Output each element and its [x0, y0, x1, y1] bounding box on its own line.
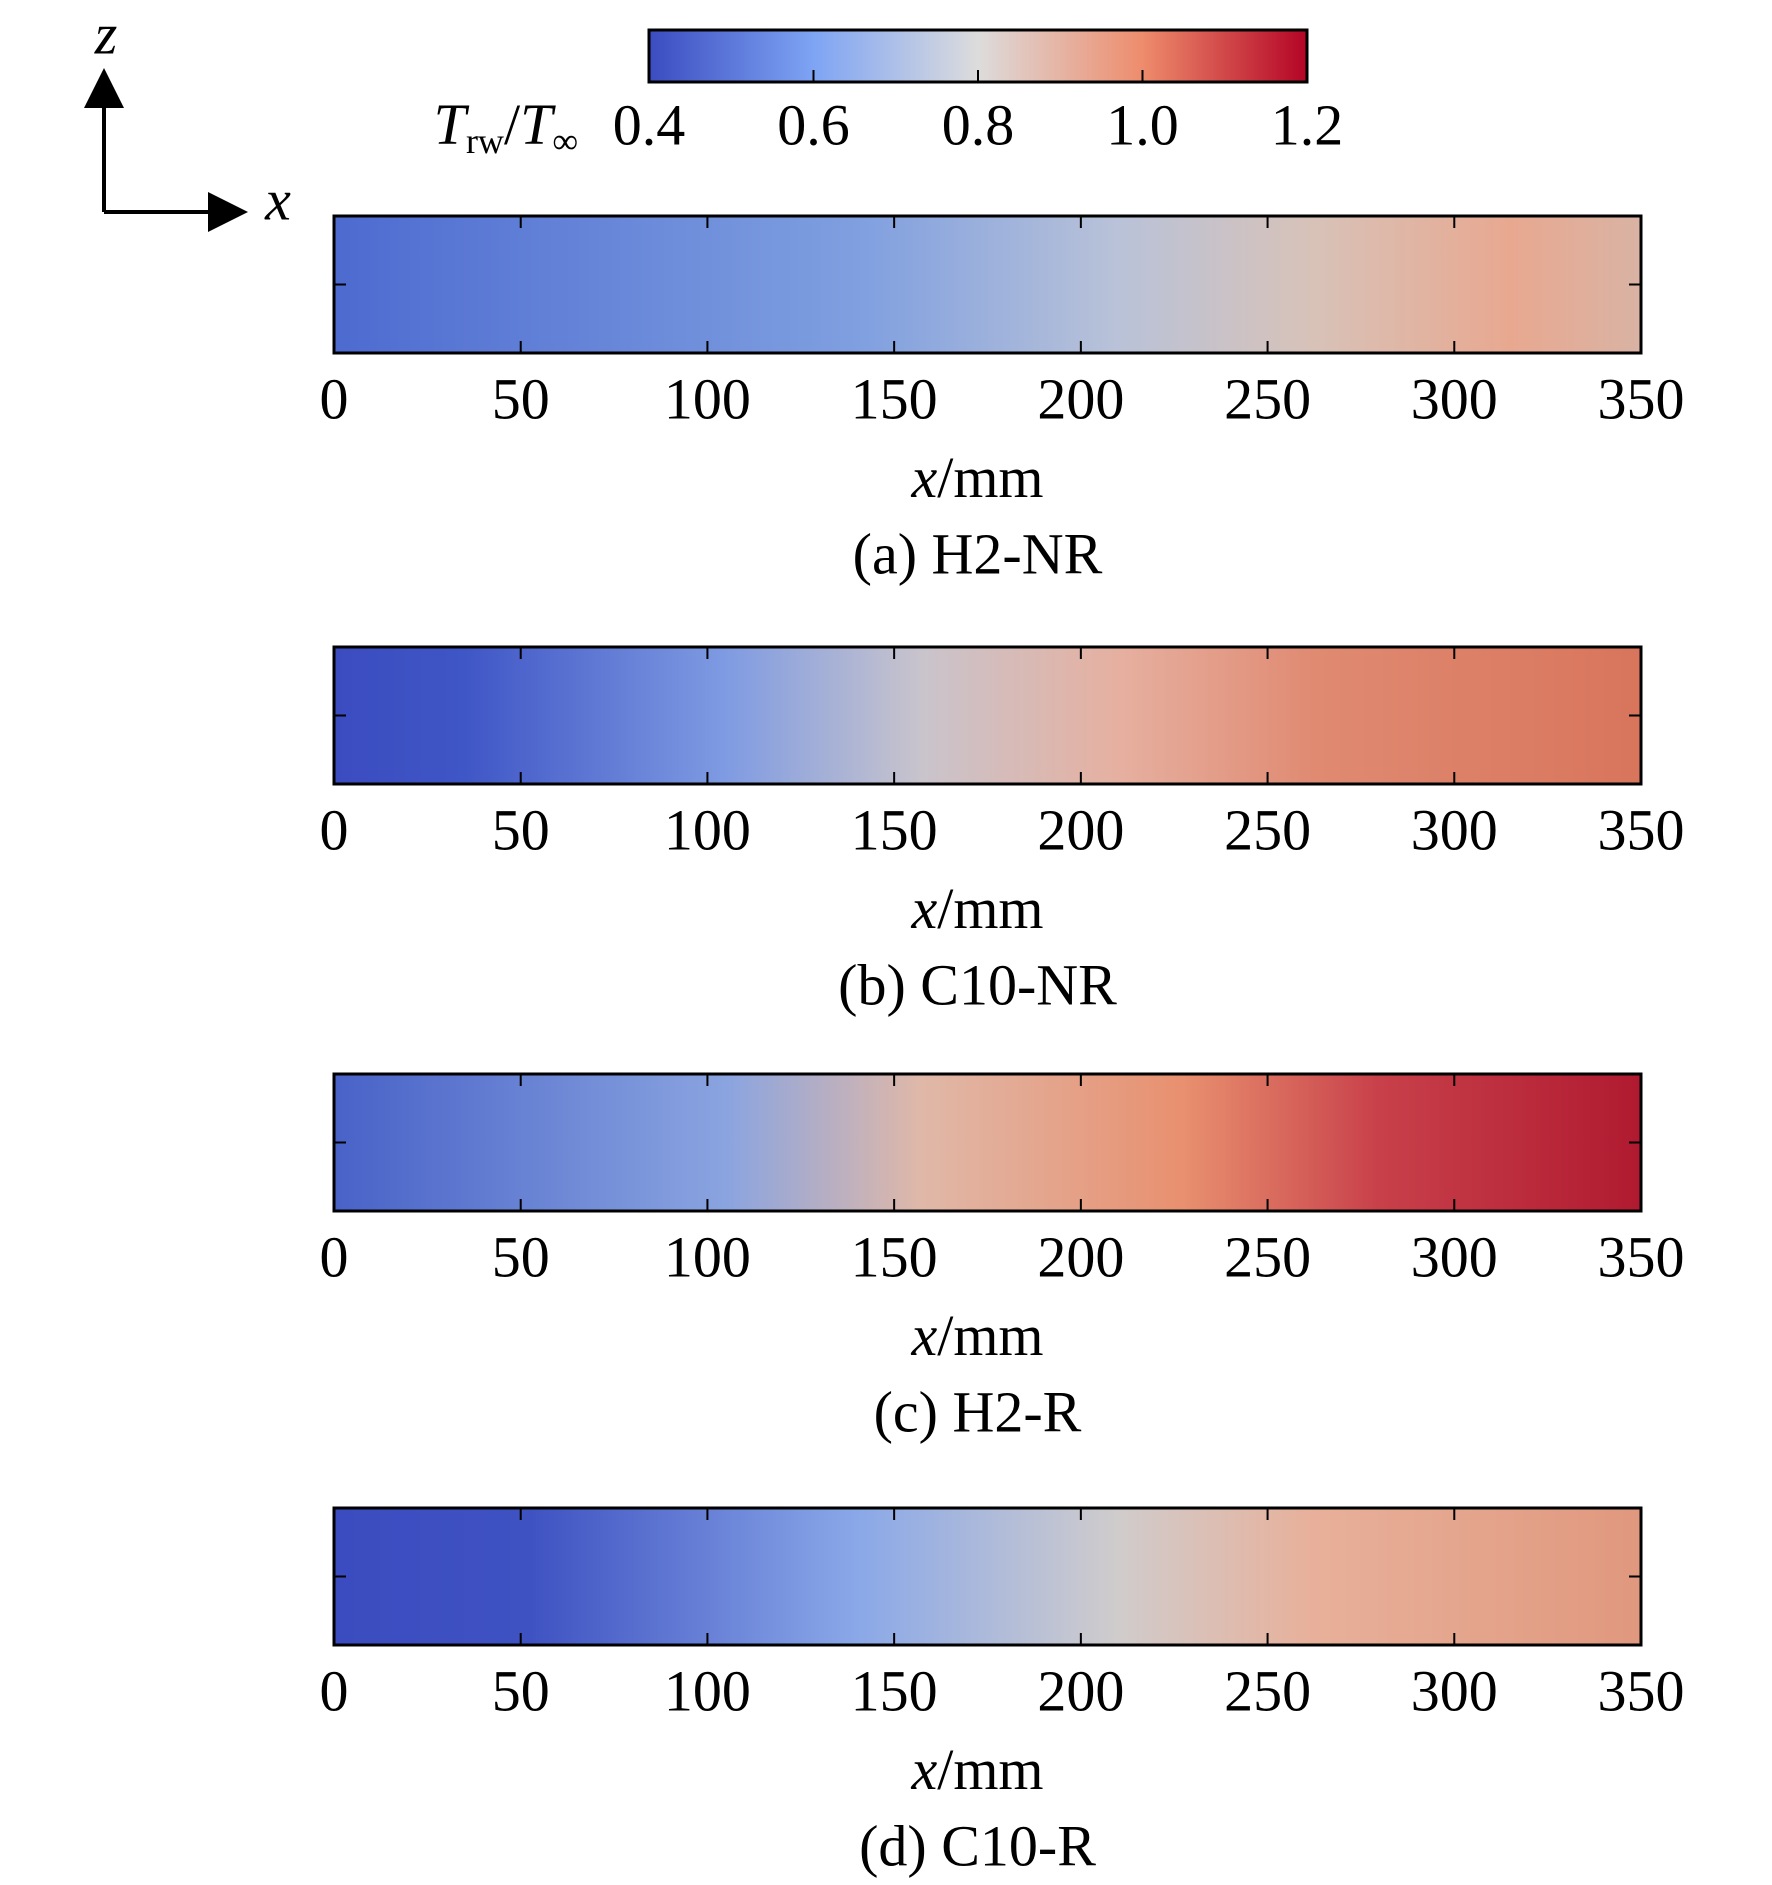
- contour-field: [334, 647, 1641, 784]
- contour-field: [334, 216, 1641, 353]
- x-axis-label: x/mm: [910, 1303, 1043, 1368]
- cb-div: /: [504, 92, 521, 157]
- x-axis-variable: x: [910, 445, 937, 510]
- x-tick-label: 350: [1598, 366, 1685, 431]
- x-axis-unit: /mm: [937, 445, 1043, 510]
- x-tick-label: 350: [1598, 1224, 1685, 1289]
- x-tick-label: 100: [664, 797, 751, 862]
- x-axis-label: x/mm: [910, 876, 1043, 941]
- cb-num-sub: rw: [466, 121, 504, 161]
- x-tick-label: 300: [1411, 797, 1498, 862]
- x-axis-unit: /mm: [937, 1737, 1043, 1802]
- x-tick-label: 250: [1224, 366, 1311, 431]
- x-label: x: [264, 167, 291, 232]
- x-axis-variable: x: [910, 1303, 937, 1368]
- x-tick-label: 0: [320, 797, 349, 862]
- x-tick-label: 100: [664, 366, 751, 431]
- x-tick-label: 150: [851, 1658, 938, 1723]
- x-tick-label: 150: [851, 1224, 938, 1289]
- panel-title: (b) C10-NR: [838, 952, 1117, 1017]
- x-axis-label: x/mm: [910, 1737, 1043, 1802]
- colorbar-label: Trw/T∞: [434, 92, 578, 161]
- x-tick-label: 150: [851, 366, 938, 431]
- x-tick-label: 0: [320, 1224, 349, 1289]
- x-tick-label: 250: [1224, 797, 1311, 862]
- x-axis-variable: x: [910, 876, 937, 941]
- colorbar-tick-label: 1.0: [1106, 92, 1179, 157]
- axes-indicator: z x: [84, 1, 291, 232]
- x-tick-label: 50: [492, 1658, 550, 1723]
- x-tick-label: 100: [664, 1224, 751, 1289]
- x-tick-label: 250: [1224, 1658, 1311, 1723]
- cb-den: T: [520, 92, 556, 157]
- x-tick-label: 50: [492, 1224, 550, 1289]
- x-tick-label: 250: [1224, 1224, 1311, 1289]
- x-tick-label: 100: [664, 1658, 751, 1723]
- colorbar-tick-label: 0.6: [777, 92, 850, 157]
- z-label: z: [94, 1, 118, 66]
- contour-field: [334, 1074, 1641, 1211]
- contour-field: [334, 1508, 1641, 1645]
- x-tick-label: 300: [1411, 366, 1498, 431]
- x-axis-variable: x: [910, 1737, 937, 1802]
- colorbar-tick-label: 0.4: [613, 92, 686, 157]
- x-axis-unit: /mm: [937, 876, 1043, 941]
- colorbar-tick-label: 0.8: [942, 92, 1015, 157]
- x-tick-label: 150: [851, 797, 938, 862]
- x-tick-label: 50: [492, 797, 550, 862]
- colorbar-tick-label: 1.2: [1271, 92, 1344, 157]
- x-tick-label: 200: [1037, 366, 1124, 431]
- x-tick-label: 300: [1411, 1658, 1498, 1723]
- x-axis-label: x/mm: [910, 445, 1043, 510]
- x-tick-label: 0: [320, 366, 349, 431]
- panel-title: (d) C10-R: [859, 1813, 1096, 1878]
- x-tick-label: 200: [1037, 1658, 1124, 1723]
- x-tick-label: 200: [1037, 797, 1124, 862]
- panel-title: (a) H2-NR: [853, 521, 1103, 586]
- x-tick-label: 350: [1598, 1658, 1685, 1723]
- x-axis-unit: /mm: [937, 1303, 1043, 1368]
- x-tick-label: 300: [1411, 1224, 1498, 1289]
- x-tick-label: 350: [1598, 797, 1685, 862]
- panel-title: (c) H2-R: [874, 1379, 1082, 1444]
- cb-num: T: [434, 92, 470, 157]
- x-tick-label: 0: [320, 1658, 349, 1723]
- x-tick-label: 200: [1037, 1224, 1124, 1289]
- cb-den-sub: ∞: [552, 121, 578, 161]
- x-tick-label: 50: [492, 366, 550, 431]
